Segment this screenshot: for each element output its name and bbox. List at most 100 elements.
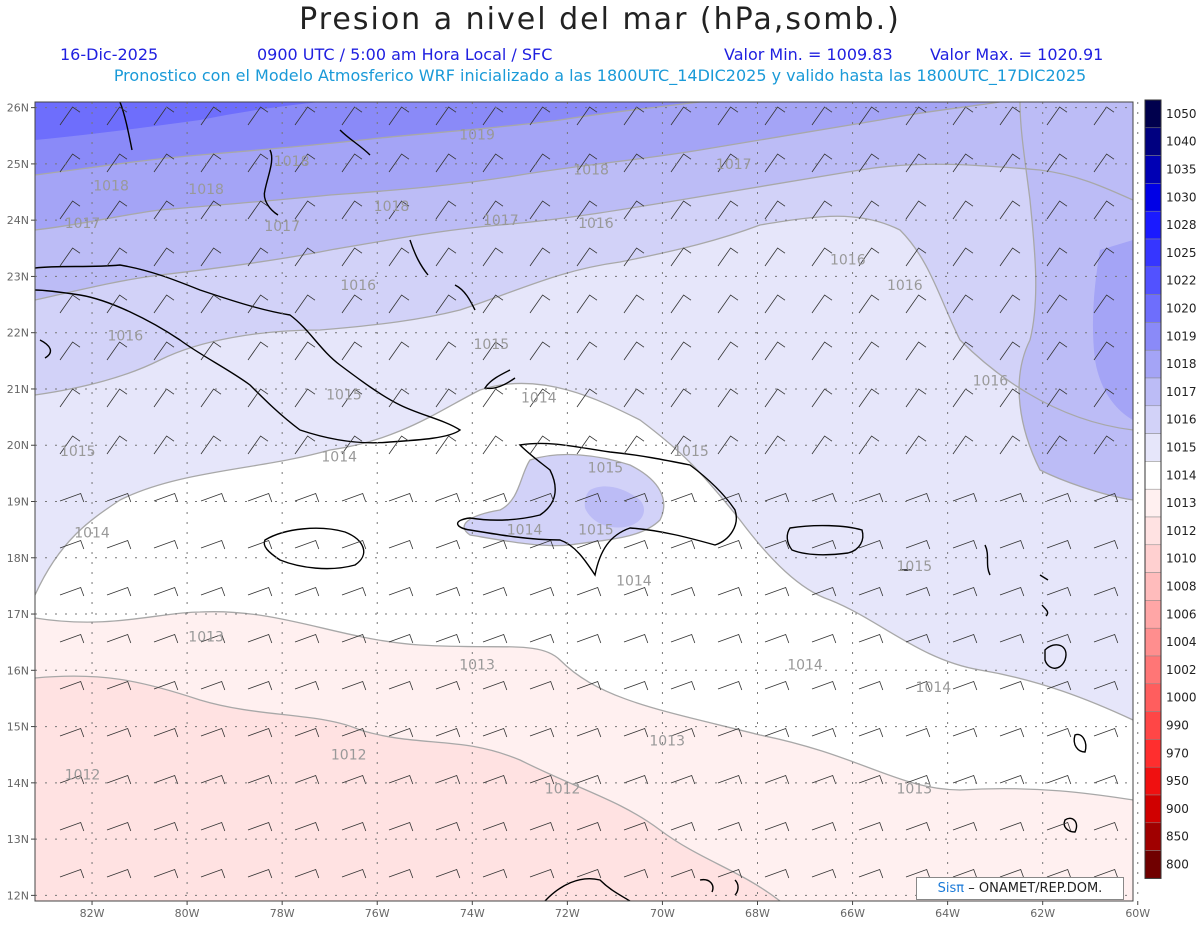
- wind-barb: [858, 727, 884, 738]
- wind-barb: [999, 727, 1025, 738]
- wind-barb: [200, 633, 226, 644]
- wind-barb: [482, 106, 504, 126]
- wind-barb: [200, 774, 226, 785]
- wind-barb: [811, 586, 837, 597]
- wind-barb: [247, 200, 269, 220]
- wind-barb: [247, 868, 273, 879]
- contour-label: 1015: [578, 523, 614, 539]
- wind-barb: [482, 868, 508, 879]
- wind-barb: [576, 680, 602, 691]
- legend-swatch: [1144, 294, 1162, 323]
- wind-barb: [905, 586, 931, 597]
- wind-barb: [717, 200, 739, 220]
- wind-barb: [247, 153, 269, 173]
- wind-barb: [999, 435, 1021, 455]
- wind-barb: [153, 247, 175, 267]
- wind-barb: [388, 435, 410, 455]
- legend-value: 850: [1166, 830, 1189, 844]
- zone-1018-east: [1092, 240, 1133, 420]
- wind-barb: [576, 388, 598, 408]
- wind-barb: [388, 727, 414, 738]
- wind-barb: [576, 774, 602, 785]
- wind-barb: [717, 821, 743, 832]
- legend-swatch: [1144, 183, 1162, 212]
- wind-barb: [388, 868, 414, 879]
- wind-barb: [999, 774, 1025, 785]
- legend-swatch: [1144, 210, 1162, 240]
- legend-value: 1002: [1166, 663, 1197, 677]
- wind-barb: [59, 727, 85, 738]
- wind-barb: [106, 680, 132, 691]
- wind-barb: [576, 492, 602, 503]
- wind-barb: [106, 539, 132, 550]
- wind-barb: [717, 435, 739, 455]
- wind-barb: [764, 680, 790, 691]
- wind-barb: [247, 586, 273, 597]
- wind-barb: [341, 388, 363, 408]
- legend-value: 1025: [1166, 246, 1197, 260]
- legend-value: 1016: [1166, 413, 1197, 427]
- wind-barb: [388, 774, 414, 785]
- wind-barb: [999, 680, 1025, 691]
- wind-barb: [435, 868, 461, 879]
- wind-barb: [153, 435, 175, 455]
- wind-barb: [153, 153, 175, 173]
- latitude-axis: 26N 25N 24N 23N 22N 21N 20N 19N 18N 17N 16N 15N 14N 1…: [7, 102, 35, 902]
- wind-barb: [576, 868, 602, 879]
- wind-barb: [106, 200, 128, 220]
- lat-label: 13N: [7, 833, 29, 846]
- wind-barb: [670, 247, 692, 267]
- wind-barb: [388, 680, 414, 691]
- wind-barb: [59, 539, 85, 550]
- wind-barb: [529, 539, 555, 550]
- wind-barb: [341, 727, 367, 738]
- wind-barb: [811, 492, 837, 503]
- wind-barb: [106, 435, 128, 455]
- wind-barb: [482, 200, 504, 220]
- wind-barb: [341, 868, 367, 879]
- wind-barb: [952, 247, 974, 267]
- lat-label: 19N: [7, 496, 29, 509]
- wind-barb: [764, 153, 786, 173]
- wind-barb: [811, 680, 837, 691]
- legend-value: 950: [1166, 774, 1189, 788]
- wind-barb: [294, 435, 316, 455]
- wind-barb: [1093, 633, 1119, 644]
- wind-barb: [717, 727, 743, 738]
- wind-barb: [858, 435, 880, 455]
- wind-barb: [1046, 106, 1068, 126]
- wind-barb: [999, 247, 1021, 267]
- wind-barb: [59, 341, 81, 361]
- legend-swatch: [1144, 127, 1162, 156]
- wind-barb: [764, 492, 790, 503]
- lon-label: 76W: [365, 907, 390, 920]
- wind-barb: [858, 633, 884, 644]
- legend-value: 1014: [1166, 468, 1197, 482]
- wind-barb: [59, 388, 81, 408]
- legend-swatch: [1144, 433, 1162, 462]
- wind-barb: [435, 388, 457, 408]
- wind-barb: [388, 341, 410, 361]
- contour-label: 1014: [916, 680, 952, 696]
- wind-barb: [764, 294, 786, 314]
- wind-barb: [1093, 153, 1115, 173]
- wind-barb: [482, 633, 508, 644]
- contour-label: 1015: [588, 461, 624, 477]
- wind-barb: [294, 727, 320, 738]
- wind-barb: [717, 586, 743, 597]
- contour-label: 1016: [973, 374, 1009, 390]
- wind-barb: [106, 821, 132, 832]
- lat-label: 26N: [7, 102, 29, 115]
- wind-barb: [529, 868, 555, 879]
- wind-barb: [811, 388, 833, 408]
- wind-barb: [341, 821, 367, 832]
- wind-barb: [576, 153, 598, 173]
- contour-label: 1015: [897, 559, 933, 575]
- wind-barb: [247, 247, 269, 267]
- wind-barb: [106, 294, 128, 314]
- contour-label: 1016: [578, 216, 614, 232]
- wind-barb: [717, 774, 743, 785]
- wind-barb: [670, 868, 696, 879]
- legend-value: 1035: [1166, 163, 1197, 177]
- wind-barb: [153, 106, 175, 126]
